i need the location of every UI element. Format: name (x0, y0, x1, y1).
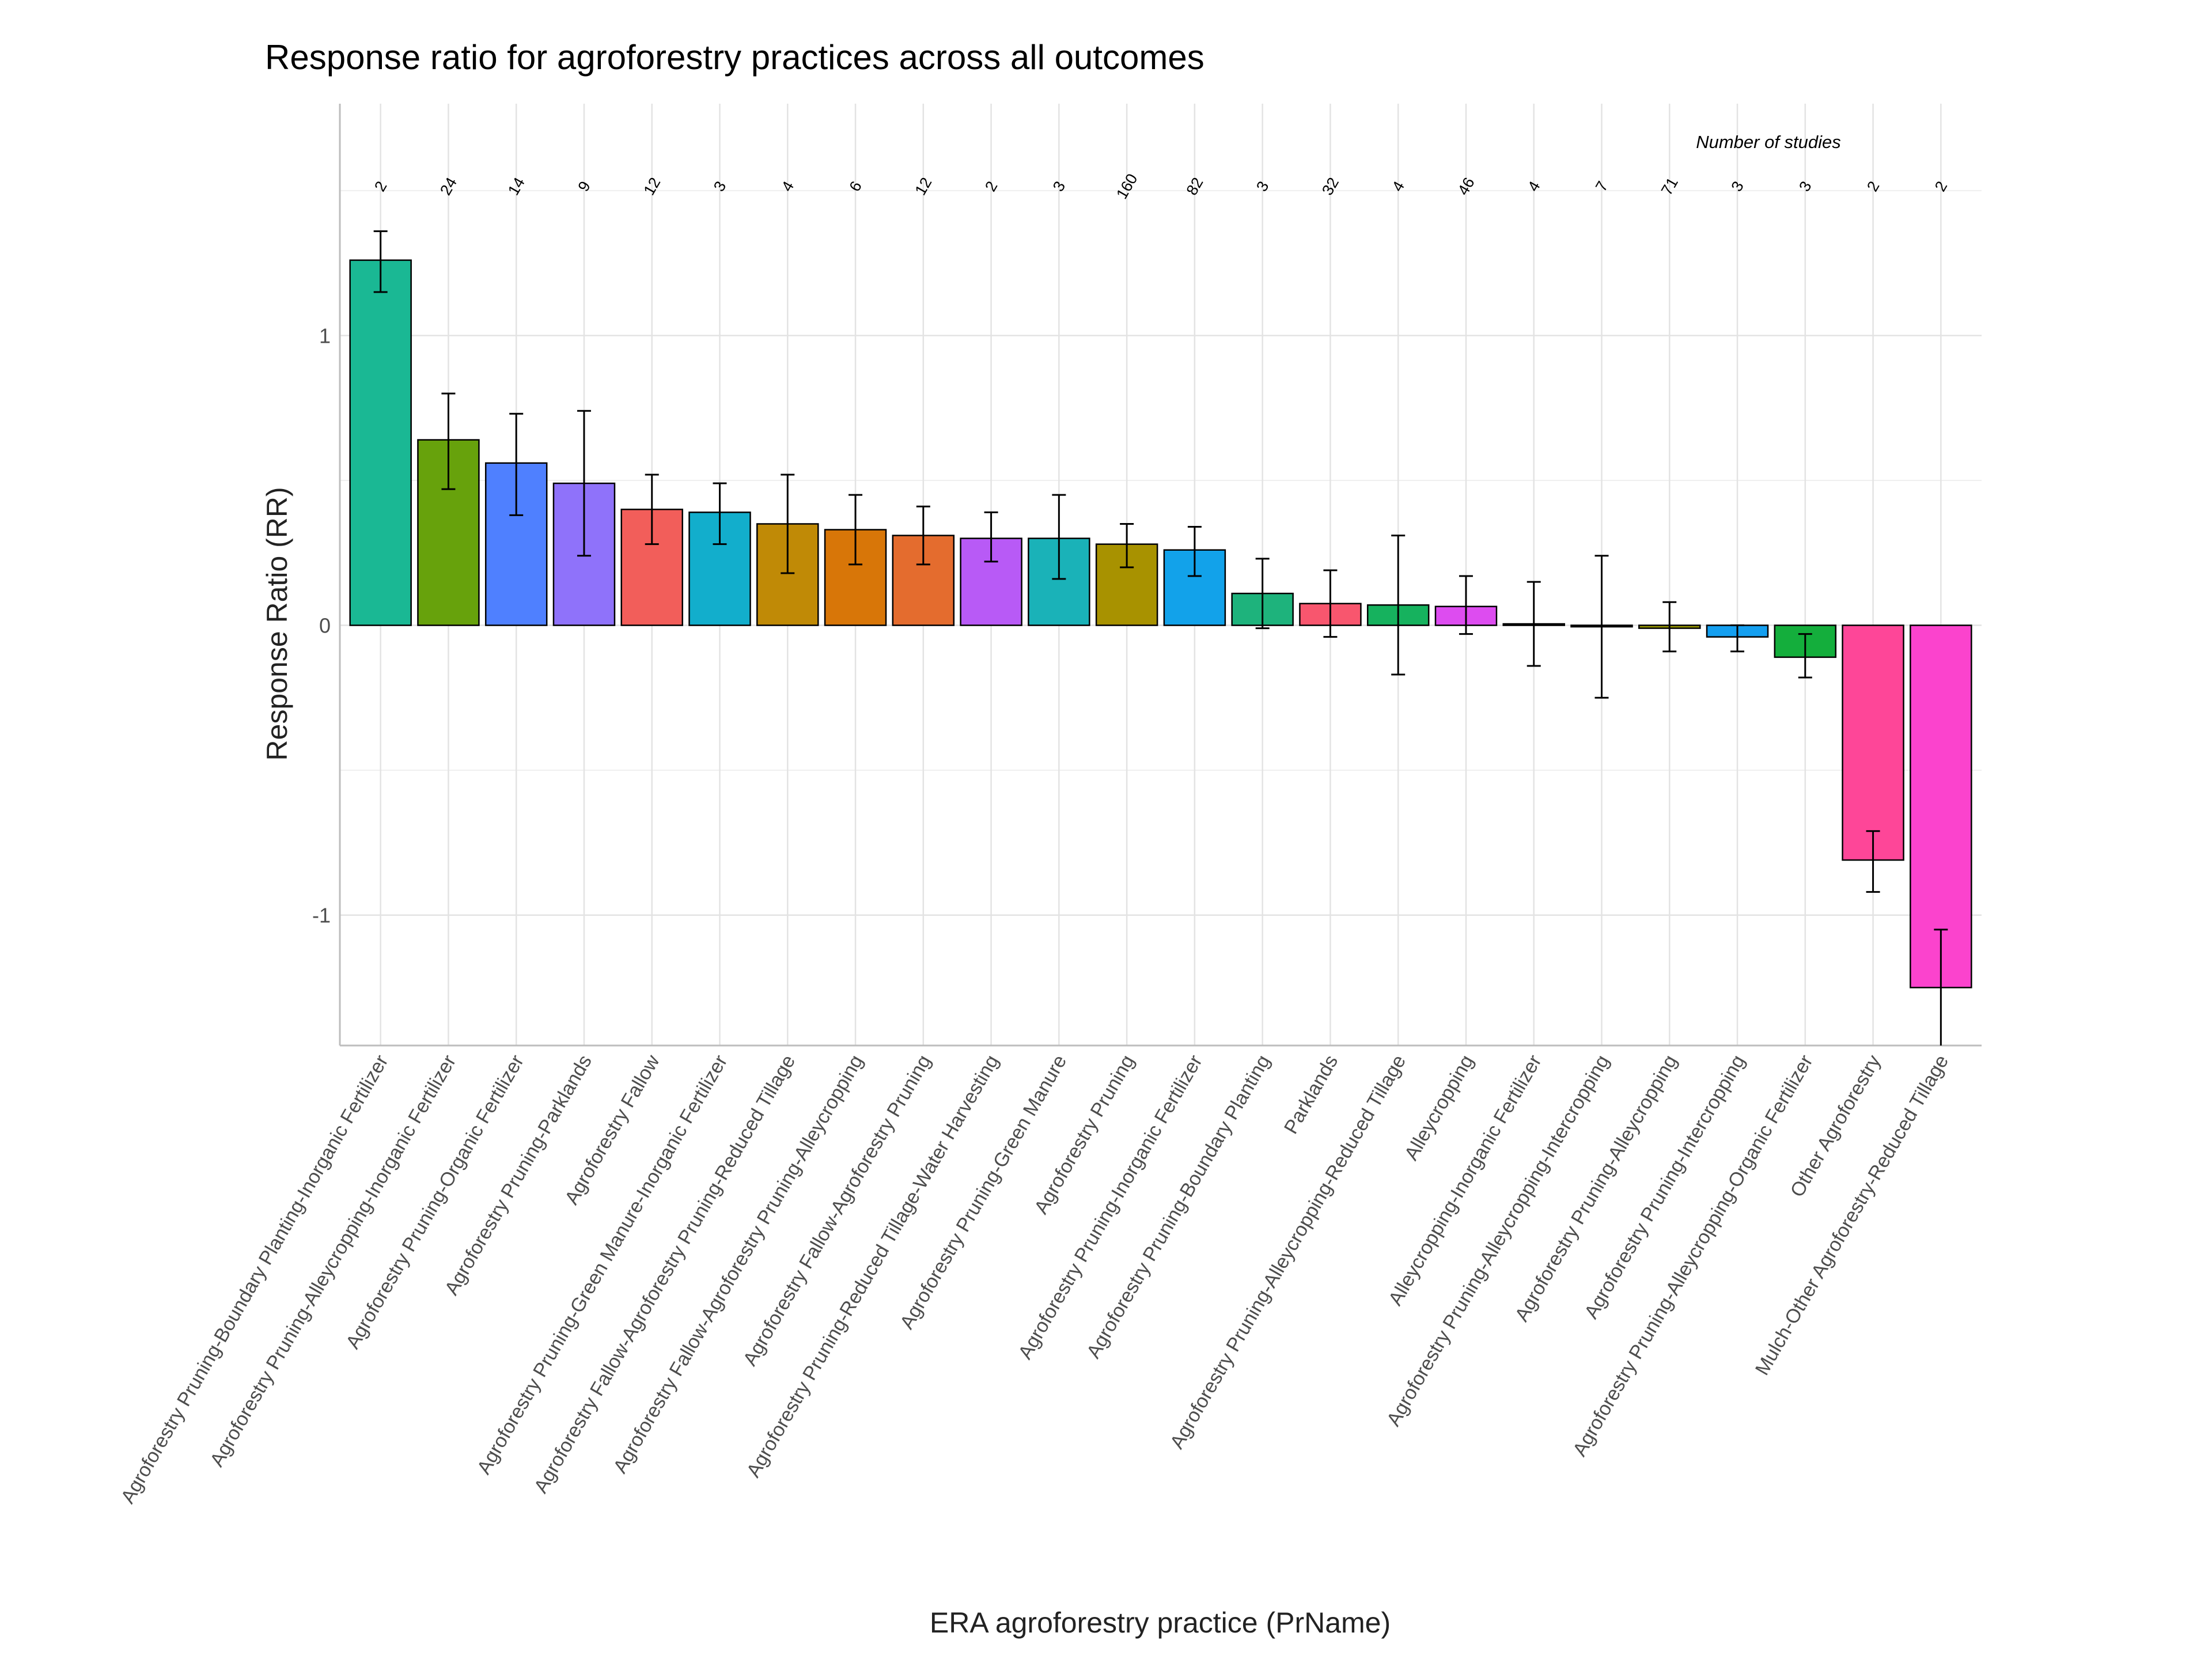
y-tick-labels: -1 0 1 (312, 324, 331, 927)
x-tick-labels: Agroforestry Pruning-Boundary Planting-I… (117, 1051, 1953, 1508)
study-count-label: 12 (640, 175, 664, 198)
study-count-label: 46 (1455, 175, 1478, 198)
x-tick-label: Agroforestry Pruning-Boundary Planting-I… (117, 1051, 393, 1507)
x-tick-label: Agroforestry Pruning-Alleycropping-Organ… (1569, 1051, 1817, 1460)
study-counts: 2 24 14 9 12 3 4 6 12 2 3 160 82 3 32 4 46 4 7 71 3 3 2 2 (371, 171, 1950, 202)
y-axis-title: Response Ratio (RR) (261, 487, 293, 760)
x-tick-label: Agroforestry Pruning-Alleycropping-Inorg… (206, 1051, 460, 1471)
bar (349, 259, 412, 626)
study-count-label: 82 (1183, 175, 1207, 198)
y-tick-label: 1 (319, 324, 331, 347)
bar (1910, 624, 1972, 988)
x-tick-label: Parklands (1280, 1051, 1343, 1138)
study-count-label: 14 (505, 175, 528, 198)
bars (349, 259, 1972, 988)
study-count-label: 32 (1319, 175, 1342, 198)
x-tick-label: Alleycropping (1400, 1051, 1478, 1164)
study-count-label: 71 (1658, 175, 1681, 198)
study-count-label: 24 (437, 175, 460, 198)
x-tick-label: Agroforestry Pruning-Reduced Tillage-Wat… (743, 1051, 1003, 1481)
axes (339, 104, 1982, 1047)
chart-title: Response ratio for agroforestry practice… (265, 38, 1205, 77)
x-tick-label: Agroforestry Pruning-Parklands (441, 1051, 596, 1299)
annotation-number-of-studies: Number of studies (1696, 132, 1841, 152)
y-tick-label: -1 (312, 904, 331, 927)
x-tick-label: Agroforestry Pruning-Green Manure-Inorga… (473, 1051, 732, 1478)
x-axis-title: ERA agroforestry practice (PrName) (930, 1607, 1391, 1639)
x-tick-label: Agroforestry Fallow-Agroforestry Pruning… (530, 1051, 800, 1497)
study-count-label: 12 (912, 175, 935, 198)
study-count-label: 160 (1113, 171, 1141, 202)
x-tick-label: Agroforestry Fallow-Agroforestry Pruning… (609, 1051, 868, 1477)
y-tick-label: 0 (319, 614, 331, 638)
error-bars (373, 230, 1948, 1046)
bar (1842, 624, 1904, 861)
